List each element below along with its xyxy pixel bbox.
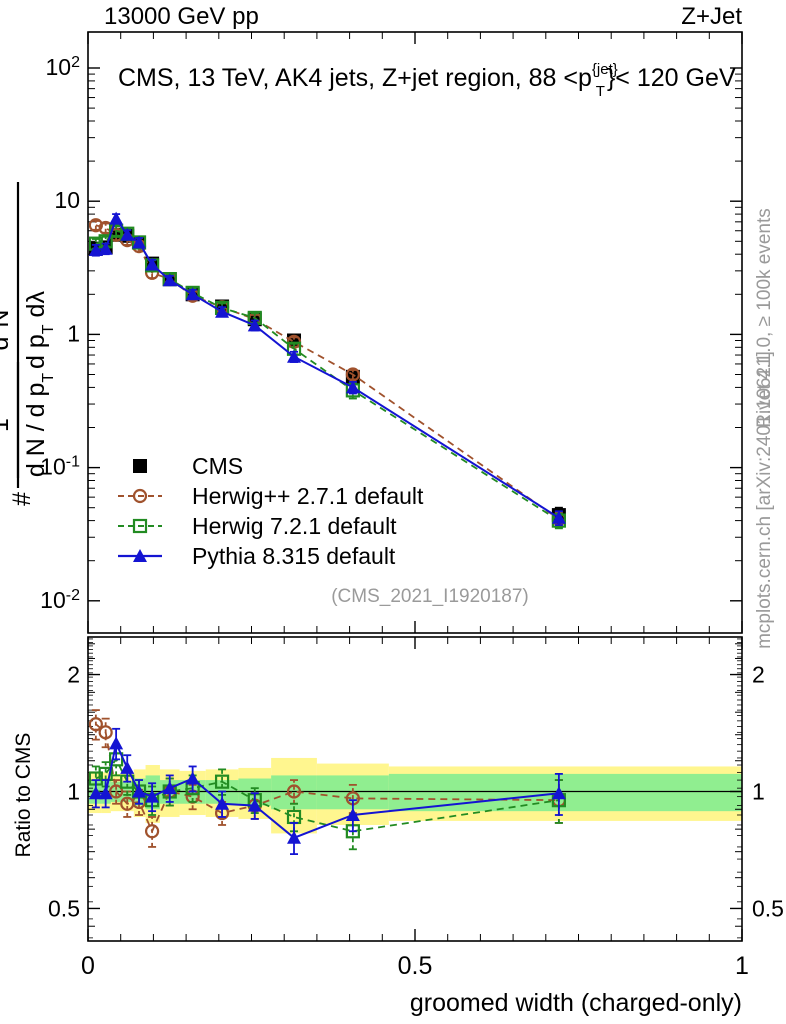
y-tick-label: 10-1 [40, 453, 80, 480]
marker-triangle-filled-icon [287, 349, 302, 363]
marker-triangle-filled-icon [120, 227, 135, 241]
marker-triangle-filled-icon [98, 786, 113, 800]
ratio-y-tick-label-right: 2 [752, 662, 765, 688]
marker-triangle-filled-icon [109, 736, 124, 750]
marker-triangle-filled-icon [345, 380, 360, 394]
marker-triangle-filled-icon [215, 796, 230, 810]
legend-label: Herwig 7.2.1 default [192, 513, 397, 539]
marker-triangle-filled-icon [145, 789, 160, 803]
ratio-data-series [89, 709, 566, 856]
marker-triangle-filled-icon [185, 771, 200, 785]
legend-label: Pythia 8.315 default [192, 543, 396, 569]
legend: CMS Herwig++ 2.7.1 default Herwig 7.2.1 de… [118, 453, 424, 569]
x-axis-label: groomed width (charged-only) [410, 989, 742, 1017]
marker-circle-open-icon [98, 725, 113, 740]
y-label-prefix: # [8, 492, 36, 506]
y-label-inner-den: d N / d pT [22, 373, 57, 478]
legend-label: Herwig++ 2.7.1 default [192, 483, 424, 509]
ratio-y-tick-label: 0.5 [48, 895, 80, 921]
analysis-id-watermark: (CMS_2021_I1920187) [331, 586, 529, 607]
marker-triangle-filled-icon [185, 287, 200, 301]
marker-square-filled-icon [133, 459, 147, 473]
marker-triangle-filled-icon [89, 786, 103, 800]
x-tick-label: 0 [81, 952, 95, 980]
ratio-series-line [95, 723, 559, 834]
ratio-panel-frame [87, 636, 743, 942]
marker-circle-open-icon [132, 488, 148, 504]
ratio-y-tick-label: 2 [67, 662, 80, 688]
ratio-y-tick-label-right: 0.5 [752, 895, 784, 921]
x-tick-labels: 0 0.5 1 [81, 952, 749, 980]
marker-triangle-filled-icon [120, 760, 135, 774]
marker-triangle-filled-icon [132, 235, 147, 249]
marker-triangle-filled-icon [132, 784, 147, 798]
y-tick-label: 102 [46, 54, 81, 81]
y-label-numerator: d2N [0, 310, 14, 351]
marker-triangle-filled-icon [133, 549, 147, 562]
marker-triangle-filled-icon [215, 304, 230, 318]
y-label-inner-fraction: 1 d N / d pT [0, 362, 57, 488]
marker-triangle-filled-icon [162, 273, 177, 287]
main-y-ticks [88, 67, 742, 602]
ratio-y-tick-label: 1 [67, 779, 80, 805]
ratio-x-ticks [87, 637, 743, 941]
ratio-y-axis-label: Ratio to CMS [12, 733, 35, 858]
header-left-label: 13000 GeV pp [104, 3, 259, 30]
legend-item-pythia-8-315-default[interactable]: Pythia 8.315 default [118, 543, 396, 569]
ratio-y-tick-labels: 2 2 1 1 0.5 0.5 [48, 662, 784, 922]
ratio-y-tick-label-right: 1 [752, 779, 765, 805]
marker-circle-open-icon [286, 784, 302, 799]
legend-item-cms[interactable]: CMS [133, 453, 243, 479]
ratio-series-pythia-8-315-default [89, 727, 566, 856]
rivet-version-label: Rivet 4.1.0, ≥ 100k events [754, 208, 775, 428]
marker-triangle-filled-icon [247, 318, 262, 332]
marker-square-open-icon [132, 518, 148, 534]
marker-triangle-filled-icon [98, 241, 113, 255]
plot-title: CMS, 13 TeV, AK4 jets, Z+jet region, 88 … [118, 61, 736, 100]
marker-circle-open-icon [109, 784, 124, 799]
marker-circle-open-icon [89, 717, 103, 732]
marker-triangle-filled-icon [109, 211, 124, 225]
marker-triangle-filled-icon [345, 807, 360, 821]
marker-triangle-filled-icon [247, 798, 262, 812]
marker-circle-open-icon [98, 220, 113, 236]
marker-circle-open-icon [144, 824, 160, 839]
marker-triangle-filled-icon [287, 830, 302, 844]
x-tick-label: 1 [735, 952, 749, 980]
main-y-axis-label: d2N d pT dλ #1 d N / d pT [0, 182, 57, 506]
y-tick-label: 1 [67, 320, 80, 346]
legend-item-herwig-7-2-1-default[interactable]: Herwig 7.2.1 default [118, 513, 397, 539]
legend-label: CMS [192, 453, 243, 479]
marker-square-open-icon [214, 774, 230, 789]
header-right-label: Z+Jet [681, 3, 742, 30]
legend-item-herwig-2-7-1-default[interactable]: Herwig++ 2.7.1 default [118, 483, 424, 509]
marker-triangle-filled-icon [551, 510, 566, 524]
marker-triangle-filled-icon [162, 781, 177, 795]
y-tick-label: 10 [54, 187, 80, 213]
series-pythia-8-315-default [89, 211, 566, 527]
marker-triangle-filled-icon [89, 243, 103, 257]
marker-circle-open-icon [89, 218, 103, 233]
main-panel-frame [87, 31, 743, 634]
marker-triangle-filled-icon [551, 786, 566, 800]
y-tick-label: 10-2 [40, 586, 80, 613]
main-y-tick-labels: 102 10 1 10-1 10-2 [40, 54, 80, 613]
y-label-denominator: d pT dλ [22, 291, 57, 369]
main-data-series [89, 211, 566, 530]
mcplots-source-label: mcplots.cern.ch [arXiv:2401.10621] [754, 351, 775, 649]
y-label-inner-num: 1 [0, 418, 14, 432]
x-tick-label: 0.5 [398, 952, 433, 980]
marker-triangle-filled-icon [145, 257, 160, 271]
